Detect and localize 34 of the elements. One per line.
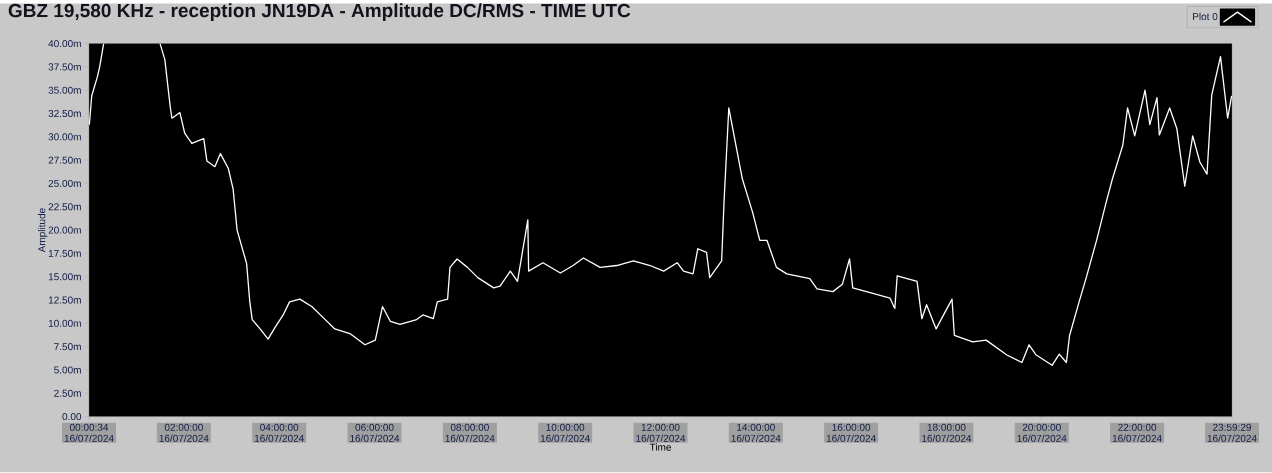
y-tick-label: 5.00m	[54, 366, 81, 374]
y-tick-label: 15.00m	[48, 273, 81, 281]
y-tick-label: 0.00	[62, 413, 82, 421]
x-tick-label: 16:00:00 16/07/2024	[826, 423, 876, 443]
y-tick-label: 2.50m	[54, 389, 81, 397]
y-tick-label: 22.50m	[48, 203, 81, 211]
y-tick-label: 17.50m	[48, 250, 81, 258]
y-tick-label: 7.50m	[54, 343, 81, 351]
y-tick-label: 32.50m	[48, 110, 81, 118]
y-tick-label: 10.00m	[48, 319, 81, 328]
chart-title: GBZ 19,580 KHz - reception JN19DA - Amplitude DC/RMS - TIME UTC	[8, 3, 631, 22]
y-tick-label: 25.00m	[48, 180, 81, 188]
legend-label: Plot 0	[1193, 12, 1218, 21]
y-tick-label: 35.00m	[48, 86, 81, 94]
x-axis-title: Time	[649, 443, 671, 451]
x-tick-label: 23:59:29 16/07/2024	[1207, 423, 1257, 443]
y-tick-label: 20.00m	[48, 226, 81, 234]
x-tick-label: 14:00:00 16/07/2024	[731, 423, 781, 443]
x-tick-label: 00:00:34 16/07/2024	[64, 423, 114, 443]
y-axis-title: Amplitude	[37, 208, 48, 253]
y-tick-label: 30.00m	[48, 133, 81, 141]
x-tick-label: 12:00:00 16/07/2024	[636, 423, 686, 443]
x-tick-label: 18:00:00 16/07/2024	[922, 423, 972, 443]
y-tick-label: 40.00m	[48, 40, 81, 48]
x-tick-label: 20:00:00 16/07/2024	[1017, 423, 1067, 443]
x-tick-label: 06:00:00 16/07/2024	[350, 423, 400, 443]
y-tick-label: 27.50m	[48, 156, 81, 164]
y-tick-label: 12.50m	[48, 296, 81, 304]
x-tick-label: 22:00:00 16/07/2024	[1112, 423, 1162, 443]
x-tick-label: 02:00:00 16/07/2024	[159, 423, 209, 443]
x-tick-label: 08:00:00 16/07/2024	[445, 423, 495, 443]
y-tick-label: 37.50m	[48, 63, 81, 71]
x-tick-label: 04:00:00 16/07/2024	[254, 423, 304, 443]
x-tick-label: 10:00:00 16/07/2024	[540, 423, 590, 443]
